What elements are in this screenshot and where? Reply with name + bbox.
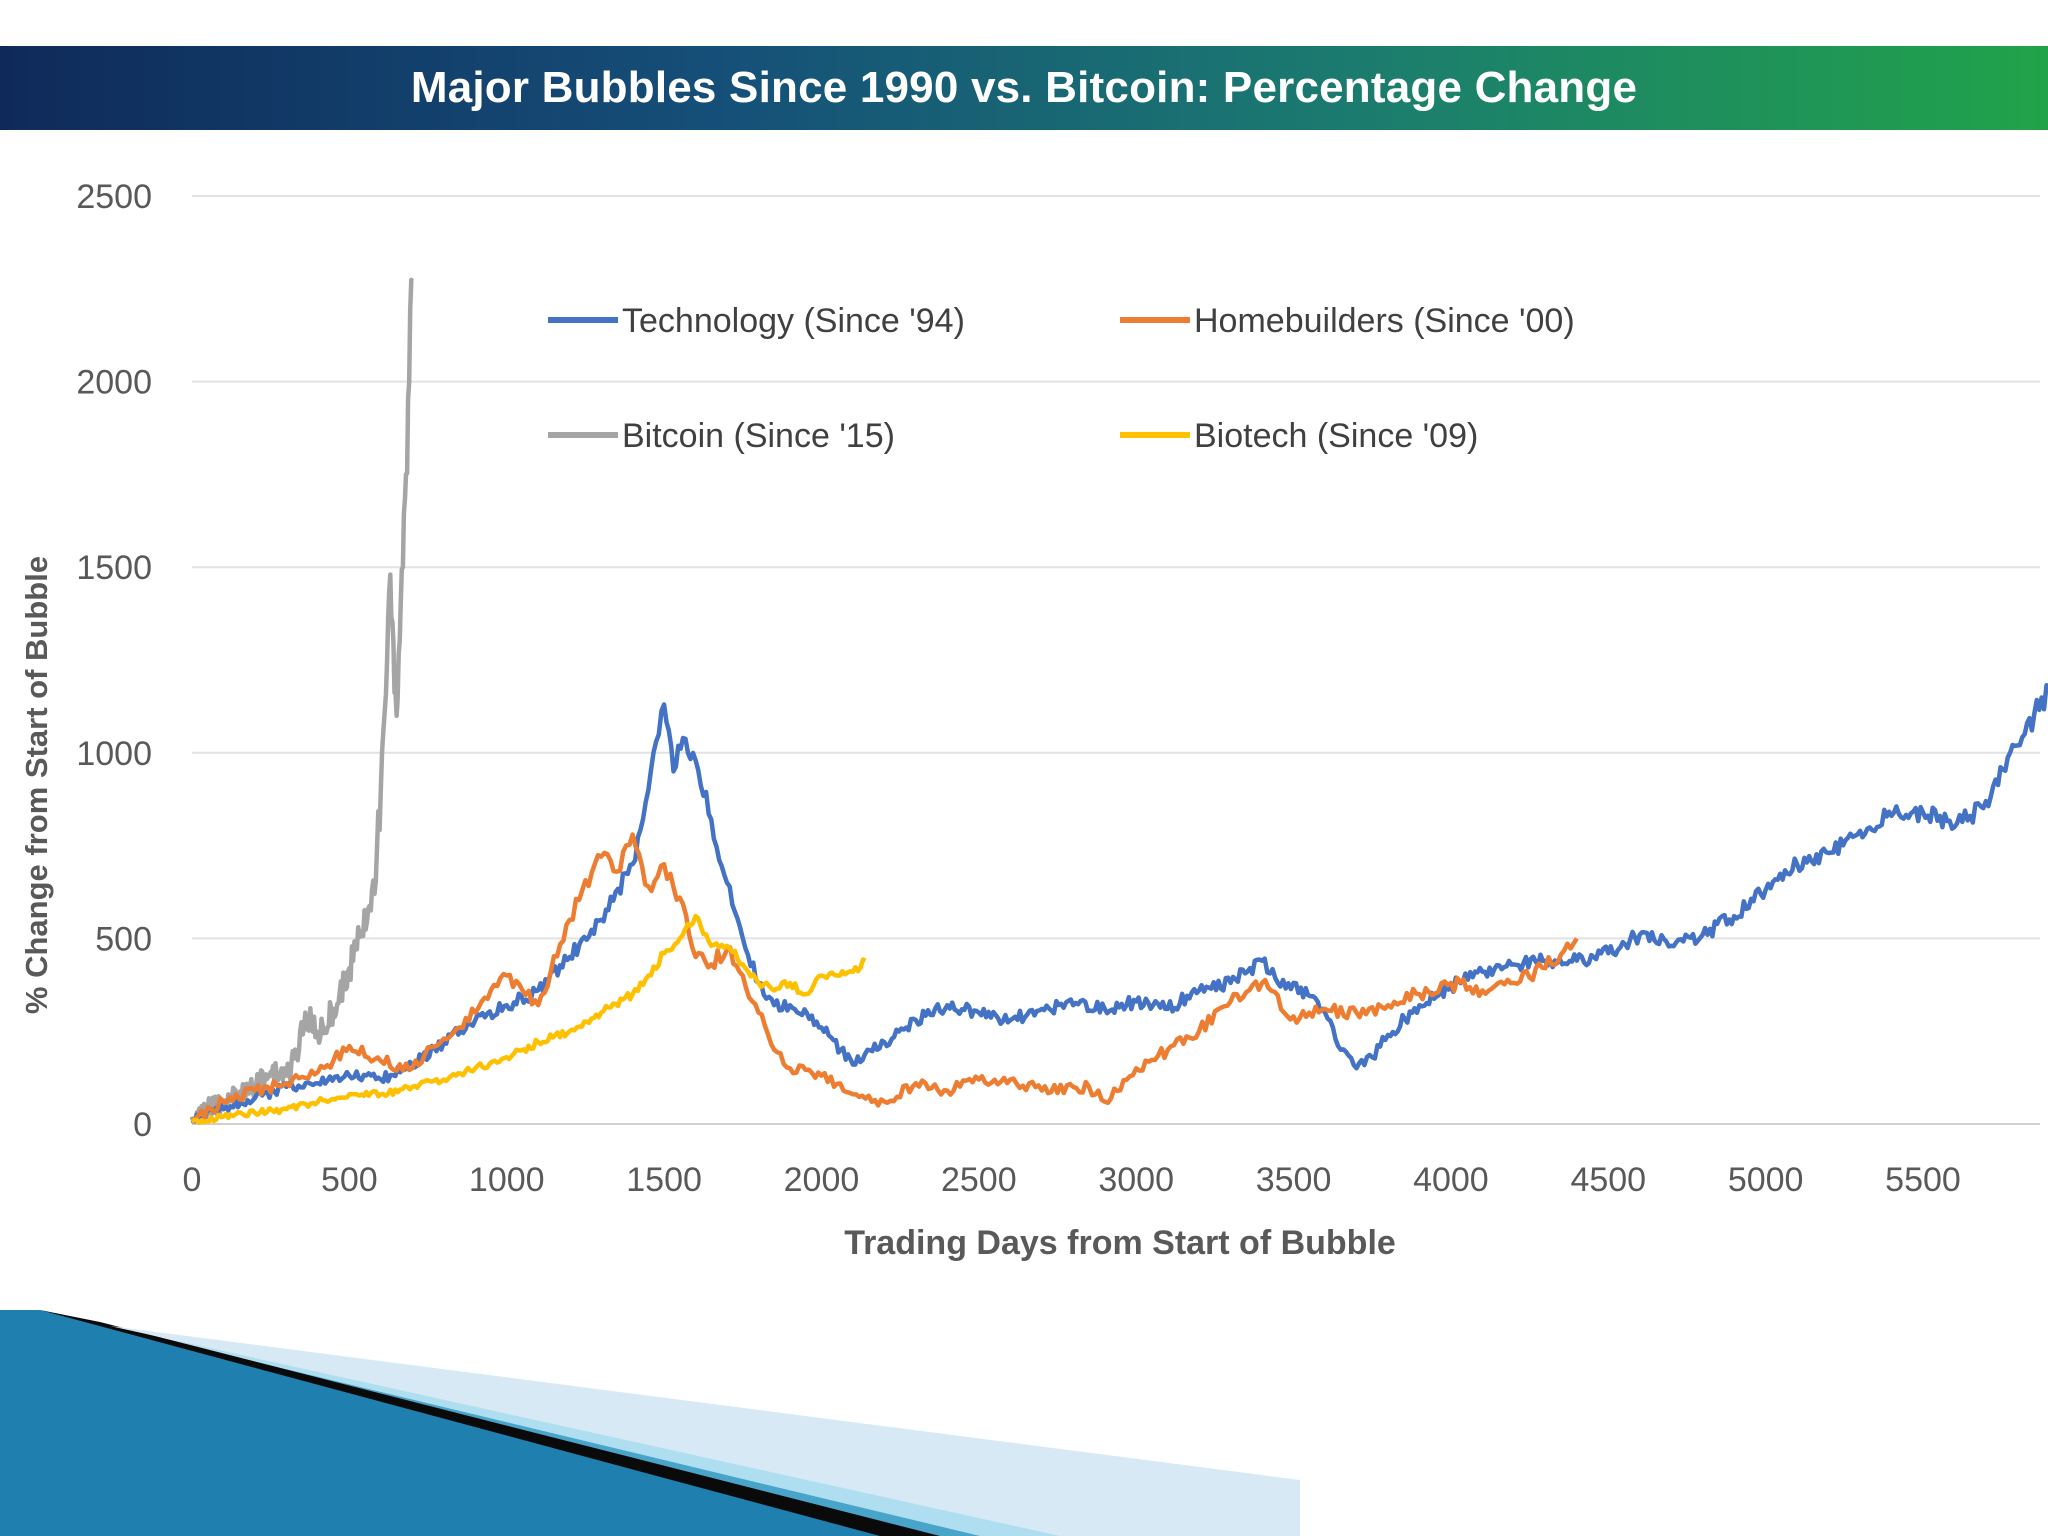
legend-item-biotech: Biotech (Since '09) <box>1120 417 1478 455</box>
chart-title: Major Bubbles Since 1990 vs. Bitcoin: Pe… <box>410 63 1638 112</box>
y-axis-label: % Change from Start of Bubble <box>19 555 54 1015</box>
legend-label: Bitcoin (Since '15) <box>622 417 895 455</box>
gridlines <box>192 195 2040 1125</box>
homebuilders-line <box>191 832 1579 1123</box>
y-tick-label: 0 <box>133 1106 152 1144</box>
legend: Technology (Since '94) Homebuilders (Sinc… <box>548 302 1575 455</box>
x-tick-label: 2000 <box>784 1161 860 1199</box>
bitcoin-line <box>189 277 415 1124</box>
x-tick-label: 1000 <box>469 1161 545 1199</box>
x-tick-label: 4000 <box>1413 1161 1489 1199</box>
y-tick-label: 1500 <box>76 549 152 587</box>
legend-item-homebuilders: Homebuilders (Since '00) <box>1120 302 1575 340</box>
decor-pale-stripe <box>110 1326 1300 1536</box>
legend-label: Biotech (Since '09) <box>1194 417 1478 455</box>
x-tick-label: 5000 <box>1728 1161 1804 1199</box>
legend-item-bitcoin: Bitcoin (Since '15) <box>548 417 895 455</box>
legend-label: Technology (Since '94) <box>622 302 965 340</box>
x-tick-label: 3000 <box>1098 1161 1174 1199</box>
y-tick-labels: 0 500 1000 1500 2000 2500 <box>76 178 152 1144</box>
x-tick-label: 3500 <box>1256 1161 1332 1199</box>
legend-label: Homebuilders (Since '00) <box>1194 302 1575 340</box>
y-tick-label: 1000 <box>76 735 152 773</box>
y-tick-label: 2500 <box>76 178 152 216</box>
x-tick-label: 5500 <box>1885 1161 1961 1199</box>
y-tick-label: 2000 <box>76 364 152 402</box>
title-band <box>0 46 2048 130</box>
biotech-line <box>190 913 867 1125</box>
x-tick-label: 1500 <box>626 1161 702 1199</box>
x-tick-label: 500 <box>321 1161 378 1199</box>
x-tick-label: 0 <box>183 1161 202 1199</box>
x-tick-label: 4500 <box>1570 1161 1646 1199</box>
slide-decoration <box>0 1310 1300 1536</box>
series-lines <box>189 277 2048 1125</box>
legend-item-technology: Technology (Since '94) <box>548 302 965 340</box>
y-tick-label: 500 <box>95 920 152 958</box>
technology-line <box>190 682 2048 1124</box>
x-tick-labels: 0 500 1000 1500 2000 2500 3000 3500 4000 4500 5000… <box>183 1161 1961 1199</box>
decor-dark-stripe <box>40 1310 940 1536</box>
x-axis-label: Trading Days from Start of Bubble <box>844 1224 1396 1262</box>
x-tick-label: 2500 <box>941 1161 1017 1199</box>
